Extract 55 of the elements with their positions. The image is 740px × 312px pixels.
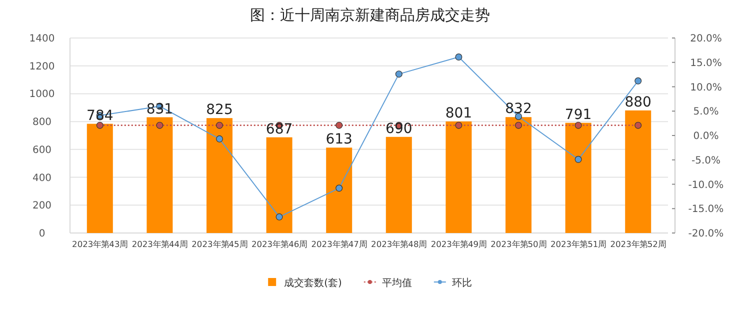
bar [625, 110, 652, 233]
bar [146, 117, 173, 233]
data-label: 613 [326, 132, 352, 148]
point [574, 156, 582, 163]
y-tick-label: 1200 [29, 61, 55, 72]
bar [326, 148, 352, 233]
legend-label: 平均值 [382, 277, 412, 289]
y2-tick-label: -5.0% [691, 155, 721, 166]
chart-title: 图：近十周南京新建商品房成交走势 [250, 6, 490, 24]
y-tick-label: 200 [32, 200, 52, 212]
point [216, 135, 223, 142]
y2-tick-label: -15.0% [688, 204, 724, 216]
y2-tick-label: -20.0% [688, 228, 724, 240]
y-tick-label: 600 [32, 144, 52, 156]
x-tick-label: 2023年第50周 [490, 239, 546, 249]
bar [86, 124, 113, 233]
y2-tick-label: 5.0% [693, 106, 719, 118]
legend-label: 成交套数(套) [284, 277, 342, 289]
point [395, 70, 402, 78]
x-tick-label: 2023年第47周 [311, 239, 367, 249]
y2-tick-label: 15.0% [690, 58, 722, 69]
y2-tick-label: 10.0% [690, 82, 722, 94]
legend-label: 环比 [452, 277, 472, 289]
y2-tick-label: 20.0% [690, 34, 722, 44]
x-tick-label: 2023年第51周 [550, 239, 606, 249]
bar [506, 117, 532, 233]
y-tick-label: 400 [32, 172, 52, 184]
y2-tick-label: -10.0% [688, 180, 724, 191]
x-tick-label: 2023年第43周 [72, 239, 128, 249]
point [634, 77, 642, 84]
point [336, 184, 343, 192]
bar [386, 136, 412, 233]
data-label: 825 [206, 102, 233, 118]
y-tick-label: 0 [38, 228, 46, 240]
data-label: 687 [266, 121, 293, 138]
x-tick-label: 2023年第49周 [430, 239, 487, 249]
bar [565, 122, 592, 233]
x-tick-label: 2023年第45周 [192, 239, 248, 249]
bar [446, 121, 472, 233]
data-label: 801 [445, 105, 472, 122]
y-tick-label: 1400 [29, 34, 55, 44]
x-tick-label: 2023年第48周 [371, 239, 427, 249]
data-label: 791 [564, 106, 592, 123]
y-tick-label: 1000 [29, 89, 55, 100]
point [276, 213, 283, 220]
bar [266, 137, 292, 233]
bar [206, 118, 232, 233]
point [455, 54, 462, 61]
x-tick-label: 2023年第46周 [251, 239, 308, 249]
x-tick-label: 2023年第52周 [610, 239, 666, 249]
data-label: 880 [624, 94, 652, 110]
x-tick-label: 2023年第44周 [132, 239, 188, 249]
y-tick-label: 800 [32, 117, 52, 128]
y2-tick-label: 0.0% [693, 131, 719, 142]
data-label: 690 [386, 120, 412, 137]
